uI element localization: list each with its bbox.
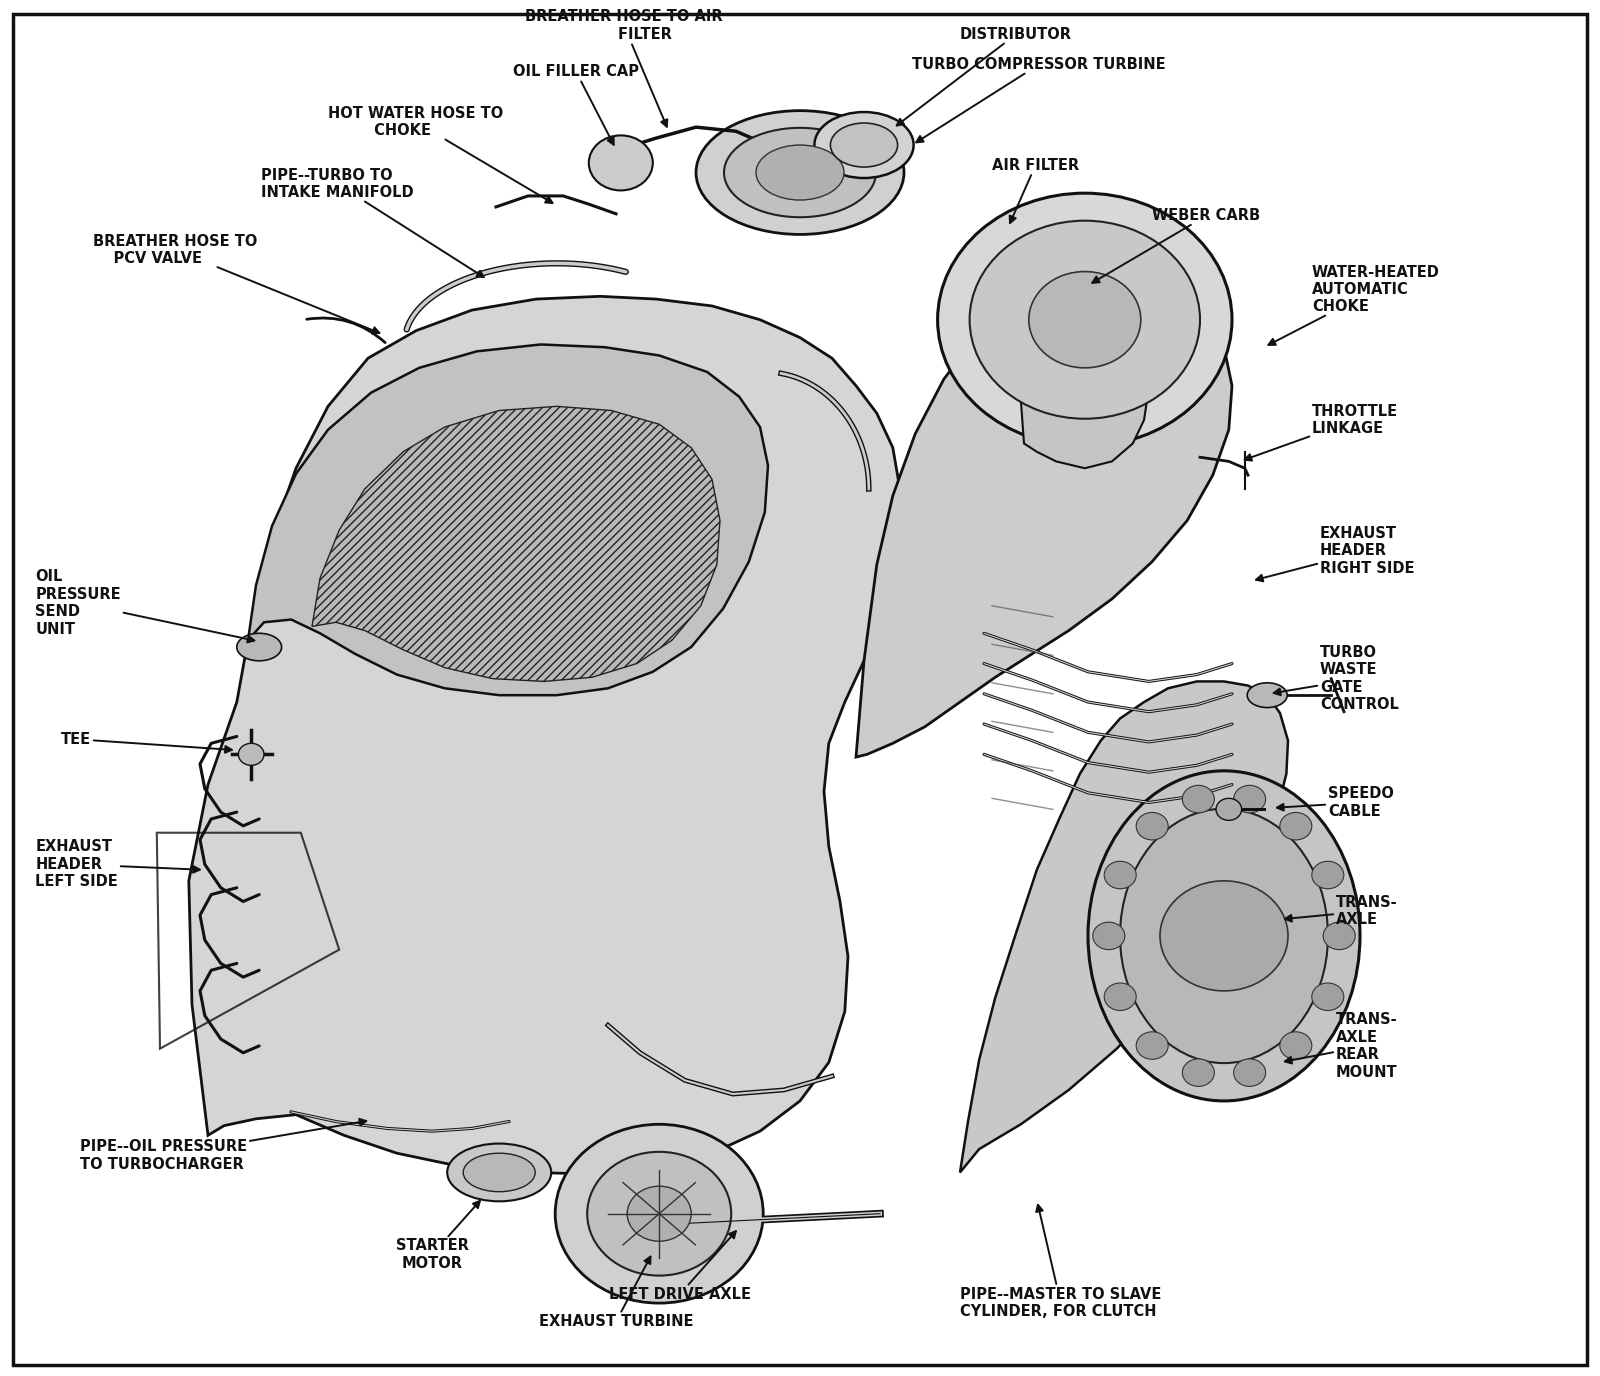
Circle shape — [1216, 798, 1242, 820]
Text: OIL FILLER CAP: OIL FILLER CAP — [514, 65, 638, 144]
Polygon shape — [1021, 311, 1149, 468]
Circle shape — [627, 1186, 691, 1241]
Circle shape — [1136, 1032, 1168, 1060]
Polygon shape — [248, 344, 768, 695]
Text: HOT WATER HOSE TO
         CHOKE: HOT WATER HOSE TO CHOKE — [328, 106, 552, 204]
Text: PIPE--MASTER TO SLAVE
CYLINDER, FOR CLUTCH: PIPE--MASTER TO SLAVE CYLINDER, FOR CLUT… — [960, 1205, 1162, 1320]
Ellipse shape — [830, 122, 898, 166]
Text: TEE: TEE — [61, 732, 232, 753]
Text: EXHAUST TURBINE: EXHAUST TURBINE — [539, 1256, 693, 1329]
Circle shape — [555, 1124, 763, 1303]
Circle shape — [1182, 786, 1214, 813]
Circle shape — [1312, 861, 1344, 889]
Text: EXHAUST
HEADER
LEFT SIDE: EXHAUST HEADER LEFT SIDE — [35, 839, 200, 889]
Polygon shape — [312, 406, 720, 681]
Circle shape — [1160, 881, 1288, 991]
Circle shape — [587, 1152, 731, 1276]
Ellipse shape — [1120, 809, 1328, 1064]
Ellipse shape — [723, 128, 877, 217]
Circle shape — [1323, 922, 1355, 949]
Ellipse shape — [696, 110, 904, 234]
Circle shape — [1312, 982, 1344, 1010]
Circle shape — [970, 220, 1200, 418]
Text: WATER-HEATED
AUTOMATIC
CHOKE: WATER-HEATED AUTOMATIC CHOKE — [1269, 264, 1440, 345]
Ellipse shape — [1248, 682, 1286, 707]
Ellipse shape — [1088, 771, 1360, 1101]
Circle shape — [1104, 861, 1136, 889]
Text: BREATHER HOSE TO AIR
        FILTER: BREATHER HOSE TO AIR FILTER — [525, 10, 723, 127]
Ellipse shape — [757, 144, 845, 200]
Circle shape — [1234, 1060, 1266, 1087]
Circle shape — [938, 193, 1232, 446]
Circle shape — [589, 135, 653, 190]
Ellipse shape — [464, 1153, 534, 1192]
Circle shape — [1182, 1060, 1214, 1087]
Text: OIL
PRESSURE
SEND
UNIT: OIL PRESSURE SEND UNIT — [35, 570, 254, 643]
Text: DISTRIBUTOR: DISTRIBUTOR — [896, 28, 1072, 125]
Text: TURBO
WASTE
GATE
CONTROL: TURBO WASTE GATE CONTROL — [1274, 645, 1398, 713]
Polygon shape — [189, 296, 901, 1174]
Polygon shape — [960, 681, 1288, 1172]
Circle shape — [238, 743, 264, 765]
Text: TRANS-
AXLE
REAR
MOUNT: TRANS- AXLE REAR MOUNT — [1285, 1013, 1398, 1080]
Text: EXHAUST
HEADER
RIGHT SIDE: EXHAUST HEADER RIGHT SIDE — [1256, 526, 1414, 581]
Circle shape — [1136, 812, 1168, 839]
Text: STARTER
MOTOR: STARTER MOTOR — [395, 1201, 480, 1271]
Text: SPEEDO
CABLE: SPEEDO CABLE — [1277, 786, 1394, 819]
Text: THROTTLE
LINKAGE: THROTTLE LINKAGE — [1245, 405, 1398, 461]
Text: AIR FILTER: AIR FILTER — [992, 157, 1078, 223]
Text: TRANS-
AXLE: TRANS- AXLE — [1285, 894, 1398, 927]
Ellipse shape — [237, 633, 282, 660]
Ellipse shape — [448, 1143, 550, 1201]
Circle shape — [1029, 271, 1141, 367]
Text: LEFT DRIVE AXLE: LEFT DRIVE AXLE — [610, 1232, 750, 1302]
Text: WEBER CARB: WEBER CARB — [1093, 208, 1261, 283]
Polygon shape — [856, 275, 1232, 757]
Circle shape — [1234, 786, 1266, 813]
Circle shape — [1093, 922, 1125, 949]
Ellipse shape — [814, 111, 914, 178]
Text: BREATHER HOSE TO
    PCV VALVE: BREATHER HOSE TO PCV VALVE — [93, 234, 379, 333]
Text: PIPE--TURBO TO
INTAKE MANIFOLD: PIPE--TURBO TO INTAKE MANIFOLD — [261, 168, 483, 277]
Text: PIPE--OIL PRESSURE
TO TURBOCHARGER: PIPE--OIL PRESSURE TO TURBOCHARGER — [80, 1119, 366, 1172]
Text: TURBO COMPRESSOR TURBINE: TURBO COMPRESSOR TURBINE — [912, 58, 1166, 142]
Circle shape — [1104, 982, 1136, 1010]
Circle shape — [1280, 812, 1312, 839]
Circle shape — [1280, 1032, 1312, 1060]
